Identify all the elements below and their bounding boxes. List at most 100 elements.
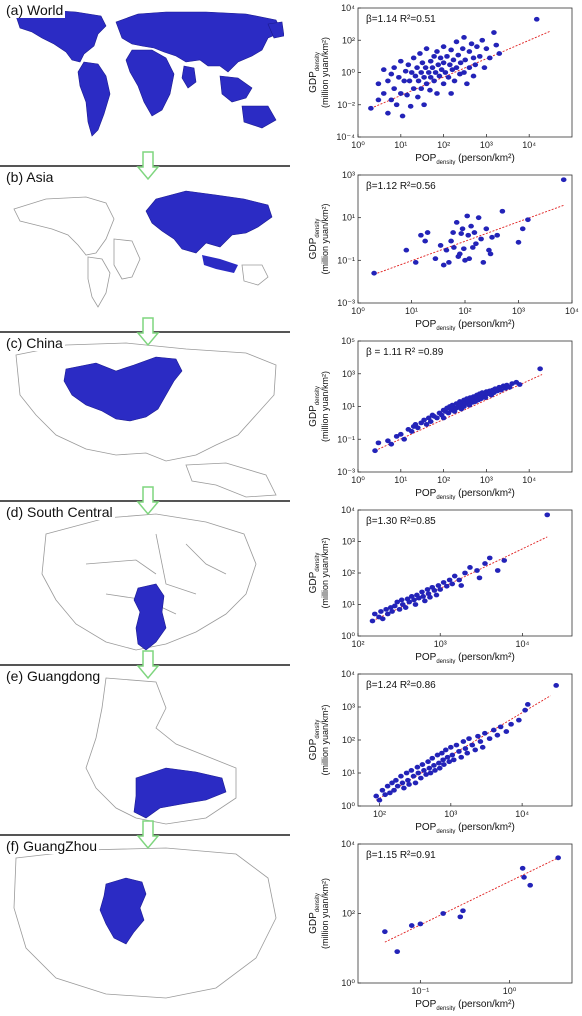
- map-landmass: [15, 9, 107, 63]
- data-point: [555, 855, 561, 861]
- data-point: [368, 105, 374, 111]
- data-point: [519, 226, 526, 232]
- data-point: [394, 949, 401, 955]
- map-area: [6, 2, 285, 163]
- data-point: [475, 215, 482, 221]
- data-point: [440, 911, 446, 916]
- map-landmass: [77, 61, 111, 137]
- panel-2: (b) Asia 10⁰ 10¹ 10² 10³ 10⁴ 10⁻³ 10⁻¹ 10¹ 10³ β=1…: [0, 165, 582, 347]
- map-highlight-guangdong: [133, 767, 227, 819]
- data-point: [419, 589, 425, 595]
- data-point: [398, 597, 405, 603]
- data-point: [403, 770, 410, 776]
- data-point: [497, 724, 504, 730]
- map-svg: [15, 342, 277, 498]
- data-point: [418, 70, 425, 75]
- data-point: [498, 387, 504, 393]
- data-point: [429, 65, 436, 71]
- fit-annotation: β = 1.11 R² =0.89: [366, 347, 444, 358]
- x-tick-label: 10⁰: [351, 140, 365, 150]
- data-point: [403, 247, 410, 253]
- data-point: [473, 241, 479, 247]
- data-point: [456, 577, 462, 583]
- data-point: [421, 102, 427, 108]
- data-point: [427, 87, 433, 93]
- data-point: [406, 78, 413, 84]
- data-point: [470, 55, 477, 61]
- data-point: [474, 44, 480, 50]
- data-point: [457, 914, 464, 920]
- data-point: [412, 73, 419, 79]
- data-point: [412, 260, 419, 265]
- x-axis-label: POPdensity (person/km²): [415, 999, 515, 1011]
- x-tick-label: 10³: [434, 639, 447, 649]
- data-point: [410, 55, 417, 61]
- y-tick-label: 10⁻¹: [337, 255, 355, 265]
- data-point: [379, 616, 386, 622]
- data-point: [448, 238, 454, 244]
- data-point: [372, 448, 378, 454]
- data-point: [389, 609, 395, 614]
- data-point: [424, 230, 431, 235]
- data-point: [440, 757, 446, 763]
- y-axis-label: GDPdensity: [308, 386, 321, 427]
- data-point: [407, 103, 414, 109]
- y-tick-label: 10⁻²: [337, 100, 355, 110]
- data-point: [419, 60, 426, 66]
- data-point: [522, 707, 528, 713]
- data-point: [434, 415, 440, 421]
- data-point: [393, 102, 400, 108]
- data-point: [401, 78, 407, 84]
- map-landmass: [241, 105, 277, 129]
- scatter-plot: 10⁰ 10¹ 10² 10³ 10⁴ 10⁻³ 10⁻¹ 10¹ 10³ 10⁵ β = 1.11…: [300, 333, 582, 501]
- data-point: [468, 41, 475, 47]
- y-axis-label: GDPdensity: [308, 893, 321, 934]
- map-svg: [41, 513, 257, 651]
- map-svg: [85, 677, 237, 825]
- data-point: [404, 92, 410, 98]
- y-tick-label: 10¹: [342, 402, 355, 412]
- y-axis-unit: (million yuan/km²): [320, 203, 330, 274]
- x-tick-label: 10³: [480, 140, 493, 150]
- data-point: [398, 431, 404, 437]
- x-axis-label: POPdensity (person/km²): [415, 822, 515, 834]
- data-point: [416, 595, 422, 601]
- panel-label: (c) China: [4, 335, 65, 351]
- data-point: [387, 790, 393, 796]
- data-point: [474, 568, 480, 573]
- data-point: [438, 67, 445, 73]
- data-point: [414, 764, 421, 770]
- plot-svg: 10⁻¹ 10⁰ 10⁰ 10² 10⁴ β=1.15 R²=0.91 POPdensity…: [308, 839, 573, 1012]
- data-point: [444, 53, 450, 59]
- data-point: [412, 780, 419, 786]
- data-point: [462, 746, 469, 751]
- data-point: [519, 865, 526, 871]
- data-point: [442, 70, 449, 75]
- data-point: [406, 782, 412, 787]
- panel-1: (a) World 10⁰ 10¹ 10² 10³ 10⁴ 10⁻⁴ 10⁻² 10⁰ 10² 10…: [0, 0, 582, 181]
- data-point: [408, 923, 415, 928]
- data-point: [388, 97, 395, 103]
- y-axis-label: GDPdensity: [308, 720, 321, 761]
- map-outline: [185, 462, 277, 498]
- scatter-plot: 10² 10³ 10⁴ 10⁰ 10¹ 10² 10³ 10⁴ β=1.24 R²=0.86 PO…: [300, 666, 582, 835]
- data-point: [483, 226, 490, 232]
- data-point: [394, 599, 401, 605]
- data-point: [466, 256, 473, 262]
- data-point: [415, 770, 422, 776]
- y-tick-label: 10²: [342, 909, 355, 919]
- map-landmass: [125, 49, 175, 117]
- y-axis-unit: (million yuan/km²): [320, 371, 330, 442]
- down-arrow-icon: [136, 820, 160, 850]
- y-tick-label: 10⁻³: [337, 467, 355, 477]
- y-tick-label: 10³: [342, 537, 355, 547]
- x-tick-label: 10⁴: [522, 140, 536, 150]
- x-tick-label: 10²: [458, 306, 471, 316]
- y-tick-label: 10⁻³: [337, 298, 355, 308]
- data-point: [455, 52, 462, 58]
- data-point: [470, 245, 476, 250]
- data-point: [458, 583, 465, 588]
- data-point: [380, 91, 387, 96]
- data-point: [466, 736, 472, 742]
- data-point: [494, 568, 501, 573]
